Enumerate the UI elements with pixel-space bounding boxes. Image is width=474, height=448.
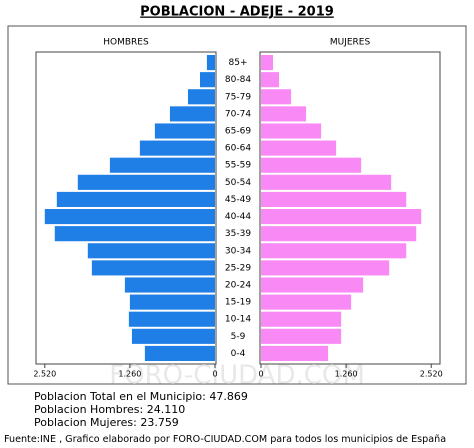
category-label: 0-4 xyxy=(231,349,246,359)
category-label: 80-84 xyxy=(225,75,251,85)
left-panel xyxy=(35,51,217,365)
bar-female xyxy=(261,226,417,242)
bar-female xyxy=(261,311,342,327)
bar-female xyxy=(261,277,364,293)
x-tick-label: 1.260 xyxy=(335,370,358,379)
category-label: 50-54 xyxy=(225,178,251,188)
bar-male xyxy=(129,294,215,310)
bar-male xyxy=(144,345,215,361)
bar-male xyxy=(187,89,215,105)
x-tick-label: 0 xyxy=(258,370,263,379)
frame xyxy=(7,25,467,385)
category-label: 20-24 xyxy=(225,281,251,291)
bar-female xyxy=(261,294,352,310)
x-tick-label: 1.260 xyxy=(118,370,141,379)
bar-female xyxy=(261,123,322,139)
annotation: Poblacion Total en el Municipio: 47.869 xyxy=(34,390,248,403)
category-label: 70-74 xyxy=(225,109,251,119)
bar-male xyxy=(91,260,215,276)
bar-female xyxy=(261,55,274,71)
x-tick-label: 2.520 xyxy=(33,370,56,379)
category-label: 75-79 xyxy=(225,92,251,102)
bar-female xyxy=(261,174,392,190)
bar-male xyxy=(128,311,215,327)
bar-male xyxy=(169,106,215,122)
bar-male xyxy=(124,277,215,293)
bar-male xyxy=(200,72,215,88)
source: Fuente:INE , Grafico elaborado por FORO-… xyxy=(4,434,446,445)
category-label: 60-64 xyxy=(225,144,251,154)
bar-male xyxy=(139,140,215,156)
bar-male xyxy=(77,174,215,190)
bar-female xyxy=(261,191,407,207)
right-panel xyxy=(259,51,441,365)
bar-male xyxy=(56,191,215,207)
watermark: FORO-CIUDAD.COM xyxy=(109,361,365,391)
bar-male xyxy=(87,243,215,259)
category-label: 5-9 xyxy=(231,332,246,342)
bar-male xyxy=(54,226,216,242)
bar-male xyxy=(109,157,215,173)
bar-female xyxy=(261,72,280,88)
annotation: Poblacion Hombres: 24.110 xyxy=(34,403,185,416)
x-tick-label: 2.520 xyxy=(420,370,443,379)
category-label: 30-34 xyxy=(225,246,251,256)
bar-female xyxy=(261,345,329,361)
bar-female xyxy=(261,260,390,276)
category-label: 85+ xyxy=(229,58,248,68)
x-tick-label: 0 xyxy=(212,370,217,379)
bar-female xyxy=(261,140,337,156)
bar-male xyxy=(206,55,215,71)
bar-female xyxy=(261,106,307,122)
bar-male xyxy=(154,123,215,139)
category-label: 25-29 xyxy=(225,263,251,273)
category-label: 55-59 xyxy=(225,161,251,171)
chart-title: POBLACION - ADEJE - 2019 xyxy=(140,5,334,20)
bar-male xyxy=(44,209,216,225)
category-label: 10-14 xyxy=(225,315,251,325)
bar-male xyxy=(131,328,215,344)
bar-female xyxy=(261,157,362,173)
bar-female xyxy=(261,209,422,225)
category-label: 65-69 xyxy=(225,127,251,137)
category-label: 35-39 xyxy=(225,229,251,239)
category-label: 45-49 xyxy=(225,195,251,205)
bar-female xyxy=(261,89,292,105)
legend-left: HOMBRES xyxy=(103,38,149,48)
category-label: 40-44 xyxy=(225,212,251,222)
annotation: Poblacion Mujeres: 23.759 xyxy=(34,416,179,429)
bar-female xyxy=(261,243,407,259)
category-label: 15-19 xyxy=(225,298,251,308)
legend-right: MUJERES xyxy=(330,38,371,48)
bar-female xyxy=(261,328,342,344)
